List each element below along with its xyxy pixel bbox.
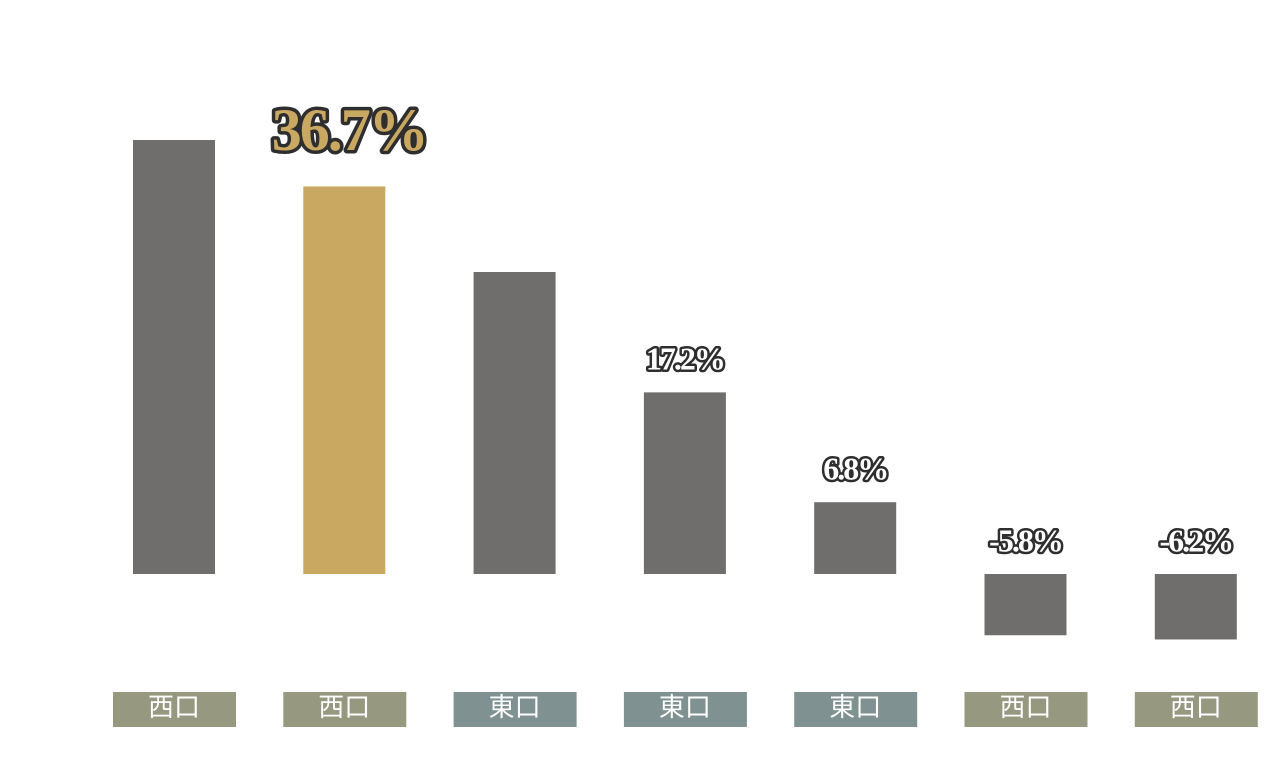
category-tag (453, 692, 577, 727)
bar (643, 392, 726, 574)
value-label: -5.8% (989, 522, 1062, 558)
x-tick-label: 東口 (829, 693, 881, 722)
value-label: -6.2% (1159, 522, 1232, 558)
value-label: 17.2% (646, 341, 724, 377)
category-tag (1134, 692, 1258, 727)
x-tick-label: 東口 (659, 693, 711, 722)
x-tick-label: 東口 (489, 693, 541, 722)
bar (303, 186, 386, 574)
x-tick-label: 西口 (318, 693, 370, 722)
bar (133, 140, 215, 574)
category-tag (283, 692, 407, 727)
x-tick-label: 西口 (148, 693, 200, 722)
x-tick-label: 西口 (1170, 693, 1222, 722)
category-tag (794, 692, 918, 727)
category-tag (964, 692, 1088, 727)
bar (984, 574, 1067, 636)
bar (814, 502, 897, 574)
category-tag (113, 692, 236, 727)
category-tag (623, 692, 747, 727)
bar (1154, 574, 1237, 640)
value-label: 6.8% (823, 451, 887, 487)
value-label: 36.7% (272, 97, 427, 163)
x-tick-label: 西口 (999, 693, 1051, 722)
bar (473, 271, 556, 574)
